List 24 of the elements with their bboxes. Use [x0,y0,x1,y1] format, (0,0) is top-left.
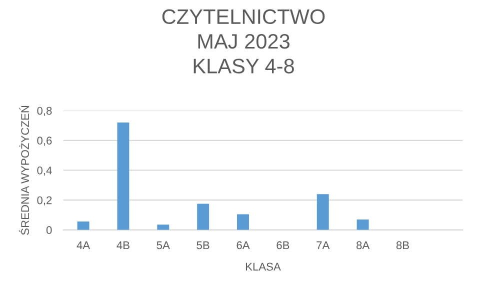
bar [237,214,250,230]
y-tick-label: 0,8 [37,106,52,116]
y-axis-title: ŚREDNIA WYPOŻYCZEŃ [18,106,30,235]
x-tick-label: 5A [156,241,170,250]
x-tick-label: 8A [356,241,370,250]
bar [117,122,130,230]
bar [77,222,90,230]
chart-title: CZYTELNICTWO MAJ 2023 KLASY 4-8 [162,9,325,74]
x-axis-title: KLASA [246,262,281,271]
x-tick-label: 6A [236,241,250,250]
x-tick-label: 4B [116,241,130,250]
bar [197,204,210,230]
bar [157,224,170,230]
y-tick-label: 0,4 [37,166,52,176]
x-tick-label: 8B [396,241,409,250]
y-tick-label: 0,2 [37,196,52,206]
x-tick-label: 5B [196,241,210,250]
x-tick-label: 6B [276,241,290,250]
y-tick-label: 0 [46,226,52,234]
y-tick-label: 0,6 [37,136,52,146]
bar [356,219,369,230]
bar [316,194,329,230]
x-tick-label: 4A [76,241,90,250]
x-tick-label: 7A [316,241,330,250]
